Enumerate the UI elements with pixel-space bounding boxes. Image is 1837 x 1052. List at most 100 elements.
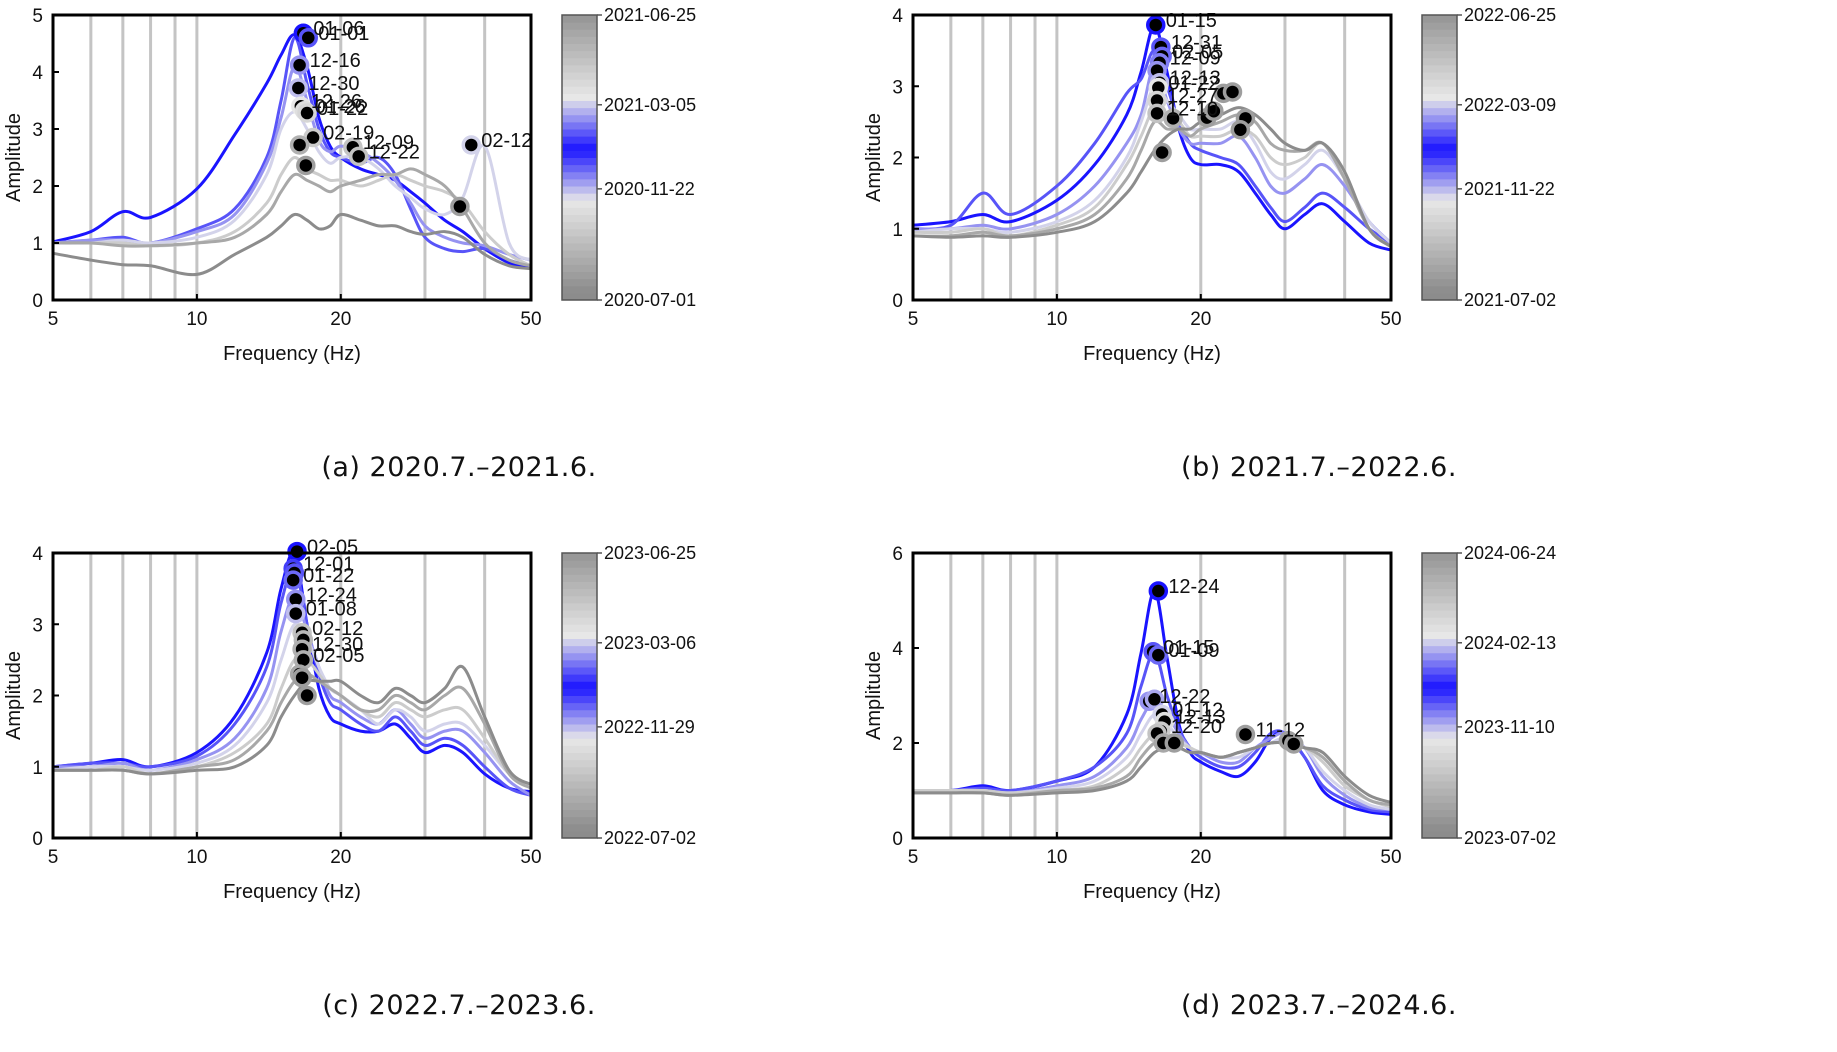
colorbar-band — [1422, 150, 1457, 158]
colorbar-label: 2022-06-25 — [1464, 5, 1556, 25]
y-tick-label: 6 — [892, 544, 903, 565]
colorbar-band — [1422, 752, 1457, 761]
caption-c: (c) 2022.7.–2023.6. — [322, 990, 596, 1021]
peak-marker — [450, 196, 470, 217]
peak-label: 12-22 — [369, 141, 420, 163]
peak-marker — [283, 570, 303, 590]
series-line-5 — [52, 672, 532, 790]
peak-label: 12-13 — [1170, 68, 1221, 90]
panel-d: 12-24 01-15 01-09 12-22 01-12 12-13 12-20 11-12… — [860, 538, 1778, 1052]
x-tick-label: 10 — [186, 847, 207, 868]
colorbar-band — [562, 243, 597, 251]
x-tick-label: 50 — [520, 847, 541, 868]
colorbar-frame — [1421, 14, 1458, 301]
colorbar-band — [562, 178, 597, 187]
y-tick-label: 1 — [32, 758, 43, 779]
peak-marker — [1163, 108, 1183, 129]
colorbar-frame — [1421, 552, 1458, 839]
peak-marker — [1284, 734, 1304, 754]
series-line-1 — [52, 565, 532, 797]
x-tick-label: 5 — [908, 847, 919, 868]
colorbar-band — [1422, 773, 1457, 782]
colorbar-band — [1422, 278, 1457, 287]
colorbar-band — [1422, 652, 1457, 661]
peak-marker — [286, 603, 306, 624]
y-axis-label: Amplitude — [863, 651, 885, 740]
peak-label: 01-22 — [303, 565, 354, 587]
colorbar-band — [1422, 178, 1457, 187]
colorbar-band — [1422, 15, 1457, 23]
y-axis-label: Amplitude — [863, 113, 885, 202]
peak-label: 01-12 — [1172, 700, 1223, 722]
colorbar-band — [562, 171, 597, 180]
colorbar-band — [1422, 64, 1457, 73]
colorbar-band — [1422, 186, 1457, 194]
x-tick-label: 50 — [1380, 847, 1401, 868]
colorbar-label: 2022-07-02 — [604, 828, 696, 848]
y-tick-label: 0 — [892, 291, 903, 312]
colorbar-band — [1422, 553, 1457, 561]
colorbar-label: 2023-07-02 — [1464, 828, 1556, 848]
x-axis-label: Frequency (Hz) — [223, 881, 361, 903]
colorbar-band — [1422, 264, 1457, 272]
peak-marker — [297, 685, 317, 706]
colorbar-band — [562, 631, 597, 639]
panel-a: 01-06 01-01 12-16 12-30 12-26 01-26 01-22 02-19… — [0, 0, 918, 514]
peak-marker — [288, 78, 309, 98]
colorbar-band — [1422, 659, 1457, 668]
colorbar-band — [1422, 595, 1457, 604]
colorbar-label: 2022-11-29 — [604, 717, 695, 737]
peak-label: 12-01 — [303, 554, 354, 576]
colorbar-band — [562, 652, 597, 661]
colorbar-band — [1422, 645, 1457, 654]
colorbar-band — [562, 57, 597, 66]
peak-label: 01-22 — [1168, 73, 1219, 95]
colorbar-band — [1422, 738, 1457, 746]
colorbar-band — [1422, 57, 1457, 66]
peak-label: 01-01 — [318, 23, 369, 45]
peak-label: 02-19 — [323, 123, 374, 145]
colorbar-band — [1422, 235, 1457, 244]
colorbar-band — [562, 285, 597, 294]
colorbar-band — [1422, 257, 1457, 265]
colorbar-band — [562, 250, 597, 258]
y-tick-label: 5 — [32, 6, 43, 27]
colorbar-label: 2024-02-13 — [1464, 633, 1556, 653]
colorbar-band — [562, 695, 597, 704]
colorbar-band — [562, 43, 597, 52]
peak-label: 01-15 — [1163, 637, 1214, 659]
peak-marker — [1235, 724, 1256, 745]
colorbar-band — [562, 602, 597, 611]
colorbar-band — [1422, 29, 1457, 37]
colorbar-band — [562, 164, 597, 173]
colorbar-band — [562, 72, 597, 80]
x-tick-label: 20 — [1190, 847, 1211, 868]
caption-b: (b) 2021.7.–2022.6. — [1181, 452, 1457, 483]
colorbar-band — [1422, 100, 1457, 109]
colorbar-band — [1422, 745, 1457, 753]
series-line-2 — [52, 594, 532, 797]
colorbar-band — [562, 809, 597, 818]
colorbar-band — [562, 292, 597, 301]
colorbar-band — [1422, 766, 1457, 775]
peak-marker — [1148, 645, 1169, 665]
colorbar-band — [1422, 221, 1457, 230]
colorbar-band — [562, 271, 597, 280]
series-line-0 — [52, 33, 532, 271]
colorbar-band — [1422, 631, 1457, 639]
series-line-6 — [913, 740, 1392, 804]
colorbar-band — [562, 136, 597, 144]
y-tick-label: 0 — [892, 829, 903, 850]
colorbar-band — [1422, 164, 1457, 173]
colorbar-band — [1422, 292, 1457, 301]
colorbar-band — [1422, 574, 1457, 582]
colorbar-band — [1422, 688, 1457, 696]
colorbar-band — [1422, 250, 1457, 258]
x-tick-label: 10 — [1046, 847, 1067, 868]
peak-label: 02-12 — [481, 130, 532, 152]
peak-label: 12-24 — [306, 584, 357, 606]
colorbar-band — [562, 830, 597, 839]
colorbar-band — [1422, 43, 1457, 52]
y-tick-label: 2 — [32, 177, 43, 198]
